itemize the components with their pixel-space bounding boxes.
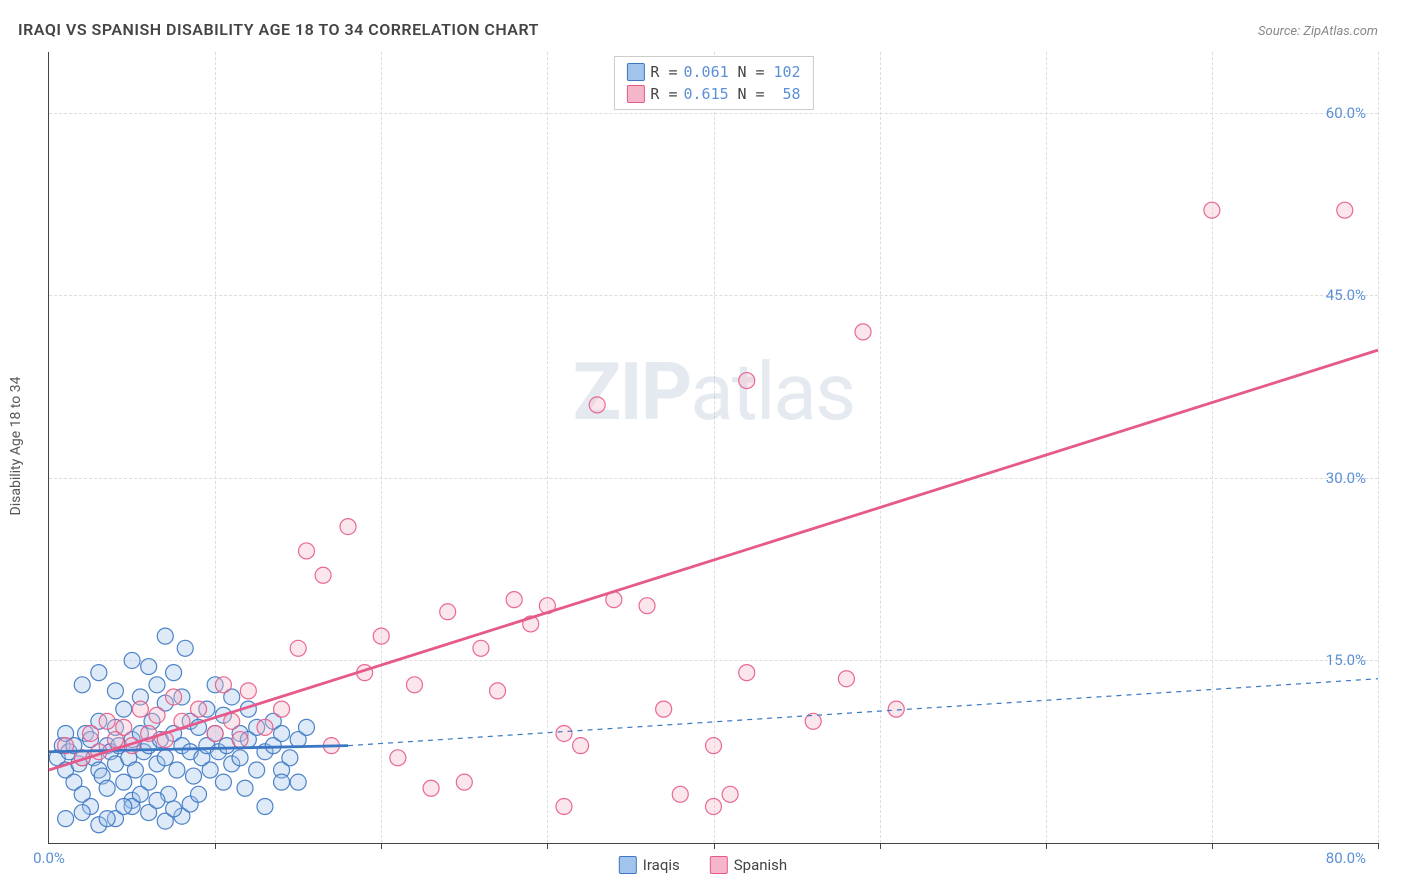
swatch-iraqis <box>626 63 644 81</box>
trend-line <box>49 350 1378 770</box>
scatter-point <box>157 750 173 766</box>
scatter-point <box>739 665 755 681</box>
scatter-point <box>224 713 240 729</box>
stats-row-spanish: R = 0.615 N = 58 <box>626 83 800 105</box>
scatter-point <box>473 640 489 656</box>
scatter-point <box>232 732 248 748</box>
scatter-point <box>556 725 572 741</box>
legend-swatch-iraqis <box>619 856 637 874</box>
scatter-point <box>1337 202 1353 218</box>
scatter-point <box>215 774 231 790</box>
scatter-point <box>298 543 314 559</box>
scatter-point <box>169 762 185 778</box>
scatter-point <box>573 738 589 754</box>
scatter-point <box>149 792 165 808</box>
scatter-point <box>127 762 143 778</box>
scatter-point <box>132 786 148 802</box>
scatter-point <box>215 677 231 693</box>
scatter-point <box>589 397 605 413</box>
scatter-point <box>149 707 165 723</box>
scatter-point <box>257 719 273 735</box>
scatter-point <box>298 719 314 735</box>
scatter-point <box>282 750 298 766</box>
x-max-label: 80.0% <box>1326 849 1366 867</box>
scatter-point <box>390 750 406 766</box>
scatter-point <box>1204 202 1220 218</box>
scatter-point <box>556 798 572 814</box>
plot-svg <box>49 52 1378 843</box>
legend-item-iraqis: Iraqis <box>619 856 680 874</box>
scatter-point <box>855 324 871 340</box>
scatter-point <box>888 701 904 717</box>
scatter-point <box>116 798 132 814</box>
scatter-point <box>124 652 140 668</box>
scatter-point <box>506 592 522 608</box>
scatter-point <box>166 665 182 681</box>
scatter-point <box>490 683 506 699</box>
scatter-point <box>838 671 854 687</box>
scatter-point <box>240 683 256 699</box>
scatter-point <box>116 774 132 790</box>
scatter-point <box>274 725 290 741</box>
scatter-point <box>257 798 273 814</box>
scatter-point <box>722 786 738 802</box>
scatter-point <box>74 805 90 821</box>
scatter-point <box>290 640 306 656</box>
scatter-point <box>440 604 456 620</box>
scatter-point <box>406 677 422 693</box>
x-tick-label: 0.0% <box>33 849 65 867</box>
scatter-point <box>107 683 123 699</box>
chart-title: IRAQI VS SPANISH DISABILITY AGE 18 TO 34… <box>18 20 539 39</box>
scatter-point <box>166 801 182 817</box>
scatter-point <box>99 780 115 796</box>
scatter-point <box>739 373 755 389</box>
legend-label-spanish: Spanish <box>734 856 787 874</box>
plot-area: ZIPatlas R = 0.061 N = 102 R = 0.615 N =… <box>48 52 1378 844</box>
scatter-point <box>274 774 290 790</box>
scatter-point <box>74 677 90 693</box>
scatter-point <box>116 701 132 717</box>
scatter-point <box>116 719 132 735</box>
scatter-point <box>58 811 74 827</box>
scatter-point <box>99 713 115 729</box>
scatter-point <box>186 768 202 784</box>
scatter-point <box>315 567 331 583</box>
scatter-point <box>237 780 253 796</box>
scatter-point <box>656 701 672 717</box>
scatter-point <box>249 762 265 778</box>
scatter-point <box>639 598 655 614</box>
scatter-point <box>157 628 173 644</box>
scatter-point <box>232 750 248 766</box>
scatter-point <box>177 640 193 656</box>
scatter-point <box>706 738 722 754</box>
scatter-point <box>83 725 99 741</box>
scatter-point <box>340 519 356 535</box>
scatter-point <box>456 774 472 790</box>
y-axis-label: Disability Age 18 to 34 <box>8 377 24 516</box>
scatter-point <box>207 725 223 741</box>
scatter-point <box>91 665 107 681</box>
scatter-point <box>132 701 148 717</box>
scatter-point <box>274 701 290 717</box>
scatter-point <box>423 780 439 796</box>
legend-label-iraqis: Iraqis <box>643 856 680 874</box>
scatter-point <box>141 659 157 675</box>
scatter-point <box>166 689 182 705</box>
scatter-point <box>99 811 115 827</box>
legend-item-spanish: Spanish <box>710 856 787 874</box>
stats-legend-box: R = 0.061 N = 102 R = 0.615 N = 58 <box>613 56 813 110</box>
bottom-legend: Iraqis Spanish <box>619 856 787 874</box>
scatter-point <box>149 677 165 693</box>
scatter-point <box>706 798 722 814</box>
scatter-point <box>202 762 218 778</box>
scatter-point <box>290 774 306 790</box>
scatter-point <box>373 628 389 644</box>
source-attribution: Source: ZipAtlas.com <box>1258 24 1378 39</box>
stats-row-iraqis: R = 0.061 N = 102 <box>626 61 800 83</box>
scatter-point <box>672 786 688 802</box>
scatter-point <box>191 786 207 802</box>
legend-swatch-spanish <box>710 856 728 874</box>
scatter-point <box>191 701 207 717</box>
swatch-spanish <box>626 85 644 103</box>
